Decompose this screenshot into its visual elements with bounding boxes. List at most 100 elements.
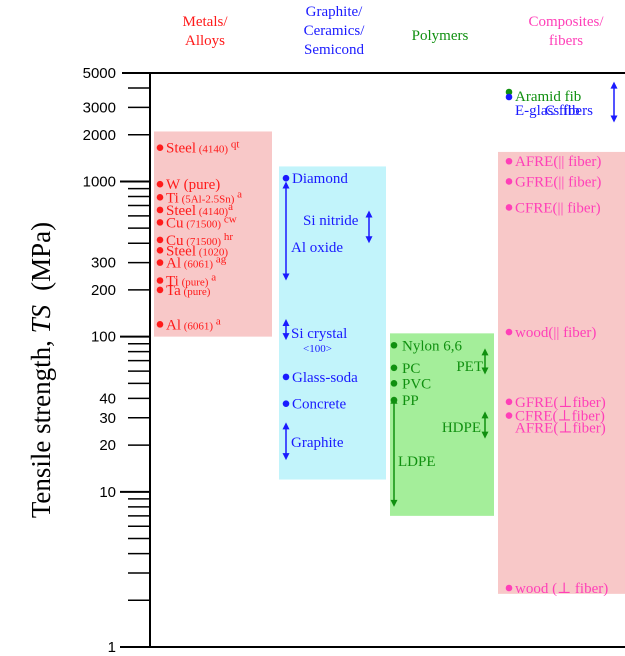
polymers-label-3: PP [402, 393, 419, 409]
polymers-range-1-head-bottom [481, 431, 489, 439]
y-axis-label-unit: (MPa) [26, 222, 56, 291]
metals-label-3-sub: (4140) [196, 206, 228, 218]
metals-point-9 [156, 286, 164, 294]
composites-label-5: CFRE(|| fiber) [515, 200, 601, 216]
composites-point-2 [505, 93, 513, 101]
polymers-range-label-1-main: HDPE [442, 420, 481, 436]
ceramics-range-3 [282, 422, 290, 461]
metals-point-0 [156, 144, 164, 152]
y-axis: 5000 3000 2000 1000 300 200 100 40 30 20 10 1 Tensil… [26, 65, 625, 656]
polymers-range-1 [481, 411, 489, 439]
composites-label-2-main: E-glass fib [515, 103, 580, 119]
ceramics-range-3-head-top [282, 422, 290, 430]
ytick-label-20: 20 [99, 437, 116, 454]
metals-label-3-sup: a [228, 201, 233, 213]
polymers-range-0-head-bottom [481, 367, 489, 375]
group-headers: Metals/Alloys Graphite/Ceramics/Semicond P… [183, 4, 605, 58]
composites-point-7 [505, 398, 513, 406]
composites-point-3 [505, 157, 513, 165]
metals-point-10 [156, 321, 164, 328]
polymers-label-1-main: PC [402, 361, 420, 377]
ytick-label-100: 100 [91, 329, 116, 346]
composites-label-6: wood(|| fiber) [515, 325, 596, 341]
metals-label-2-sub: (5Al-2.5Sn) [179, 193, 235, 205]
metals-label-7-sup: ag [213, 254, 227, 266]
composites-label-1: Aramid fib [515, 89, 581, 105]
data-labels: Steel (4140) qtW (pure)Ti (5Al-2.5Sn) aS… [166, 89, 608, 597]
metals-label-9: Ta (pure) [166, 283, 211, 299]
ceramics-point-0 [282, 174, 290, 182]
metals-label-6-main: Steel [166, 243, 196, 259]
ceramics-range-note-2: <100> [303, 343, 332, 355]
ceramics-region [279, 166, 386, 480]
ceramics-header-line: Semicond [304, 42, 364, 58]
polymers-range-label-2-main: LDPE [398, 454, 436, 470]
composites-point-6 [505, 328, 513, 336]
metals-label-10-sub: (6061) [181, 320, 213, 332]
metals-label-0-sup: qt [228, 139, 239, 151]
metals-region [154, 131, 272, 337]
ceramics-label-2: Concrete [292, 397, 346, 413]
ceramics-range-0 [365, 210, 373, 244]
metals-label-0: Steel (4140) qt [166, 139, 239, 157]
ceramics-range-2 [282, 318, 290, 341]
polymers-range-label-1: HDPE [442, 420, 481, 436]
metals-label-4-main: Cu [166, 215, 184, 231]
ceramics-range-label-1: Al oxide [291, 240, 343, 256]
ceramics-point-1 [282, 373, 290, 381]
composites-label-4: GFRE(|| fiber) [515, 174, 601, 190]
composites-header-line: Composites/ [528, 14, 604, 30]
ceramics-label-1-main: Glass-soda [292, 370, 358, 386]
metals-label-5-main: Cu [166, 233, 184, 249]
metals-header-line: Alloys [185, 33, 225, 49]
ytick-label-10: 10 [99, 484, 116, 501]
polymers-range-2-head-bottom [390, 499, 398, 507]
ceramics-range-label-2: Si crystal [291, 326, 347, 342]
ceramics-range-label-2-main: Si crystal [291, 326, 347, 342]
ytick-label-200: 200 [91, 282, 116, 299]
polymers-point-2 [390, 380, 398, 387]
ceramics-point-2 [282, 400, 290, 407]
ceramics-range-3-head-bottom [282, 453, 290, 461]
polymers-range-1-head-top [481, 411, 489, 419]
composites-label-8: CFRE(⊥fiber) [515, 409, 605, 425]
composites-point-4 [505, 178, 513, 185]
y-axis-label-italic: TS [26, 304, 56, 333]
ytick-label-1000: 1000 [83, 173, 116, 190]
polymers-label-1: PC [402, 361, 420, 377]
metals-label-4-sub: (71500) [184, 218, 222, 230]
metals-label-4: Cu (71500) cw [166, 213, 237, 231]
ceramics-range-1-head-bottom [282, 273, 290, 281]
metals-label-1: W (pure) [166, 177, 220, 193]
ceramics-range-label-0: Si nitride [303, 213, 359, 229]
metals-point-4 [156, 219, 164, 226]
metals-label-0-main: Steel [166, 141, 196, 157]
composites-label-9-main: AFRE(⊥fiber) [515, 420, 606, 436]
polymers-header-line: Polymers [412, 28, 469, 44]
composites-region [498, 151, 625, 594]
metals-label-8-sup: a [208, 272, 216, 284]
composites-point-10 [505, 584, 513, 592]
metals-point-5 [156, 236, 164, 244]
metals-label-10: Al (6061) a [166, 315, 221, 333]
metals-label-6-sub: (1020) [196, 246, 228, 258]
ceramics-label-0: Diamond [292, 171, 348, 187]
ytick-label-3000: 3000 [83, 99, 116, 116]
polymers-range-0 [481, 348, 489, 375]
metals-label-2: Ti (5Al-2.5Sn) a [166, 188, 242, 206]
data-marks [156, 81, 618, 592]
composites-point-1 [505, 88, 513, 96]
metals-label-8: Ti (pure) a [166, 272, 216, 290]
composites-range-0 [610, 81, 618, 123]
metals-header: Metals/Alloys [183, 14, 229, 49]
metals-label-9-main: Ta [166, 283, 181, 299]
composites-label-10-main: wood (⊥ fiber) [515, 581, 608, 597]
metals-header-line: Metals/ [183, 14, 229, 30]
composites-range-0-head-bottom [610, 115, 618, 123]
polymers-header: Polymers [412, 28, 469, 44]
composites-label-0-main: C fibers [545, 103, 593, 119]
polymers-point-0 [390, 341, 398, 349]
composites-range-0-head-top [610, 81, 618, 89]
metals-label-8-main: Ti [166, 274, 179, 290]
y-axis-label-part: Tensile strength, [26, 333, 56, 518]
